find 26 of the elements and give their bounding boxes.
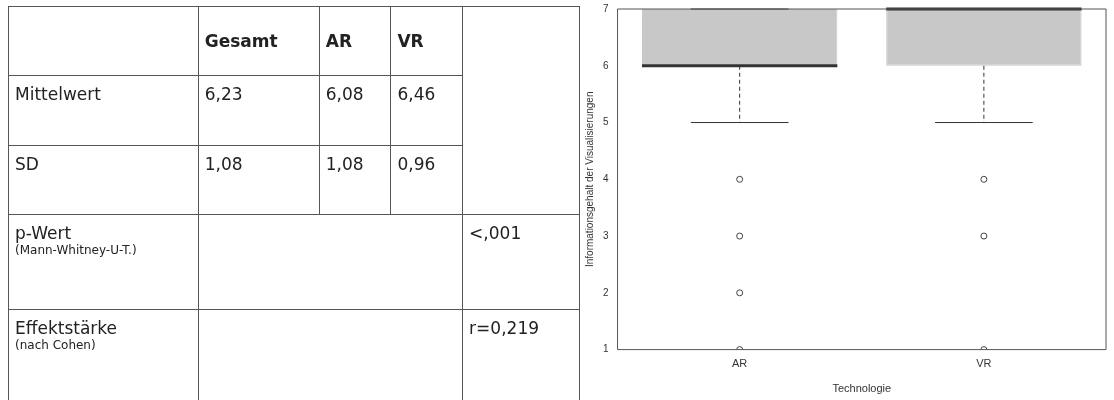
- text: r=0,219: [462, 309, 580, 400]
- y-tick-label: 3: [603, 229, 609, 241]
- text: Effektstärke: [15, 318, 119, 339]
- x-axis-title: Technologie: [832, 382, 892, 395]
- text: Mittelwert: [8, 75, 199, 146]
- text: (Mann-Whitney-U-T.): [15, 242, 137, 257]
- y-tick-label: 7: [603, 2, 609, 14]
- text: 6,08: [319, 75, 391, 146]
- text: 6,46: [390, 75, 463, 146]
- text: 1,08: [198, 145, 320, 215]
- text: SD: [8, 145, 199, 215]
- y-tick-label: 1: [603, 343, 609, 355]
- text: <,001: [462, 214, 580, 310]
- y-tick-label: 2: [603, 286, 609, 298]
- y-tick-label: 5: [603, 116, 609, 128]
- text: (nach Cohen): [15, 338, 96, 353]
- text: 0,96: [390, 145, 463, 215]
- text: 1,08: [319, 145, 391, 215]
- text: 6,23: [198, 75, 320, 146]
- y-tick-label: 6: [603, 59, 609, 71]
- text: Gesamt: [198, 6, 320, 76]
- text: p-Wert: [15, 222, 73, 243]
- y-axis-title: Informationsgehalt der Visualisierungen: [583, 91, 595, 268]
- text: AR: [319, 6, 391, 76]
- y-tick-label: 4: [603, 173, 609, 185]
- text: VR: [390, 6, 463, 76]
